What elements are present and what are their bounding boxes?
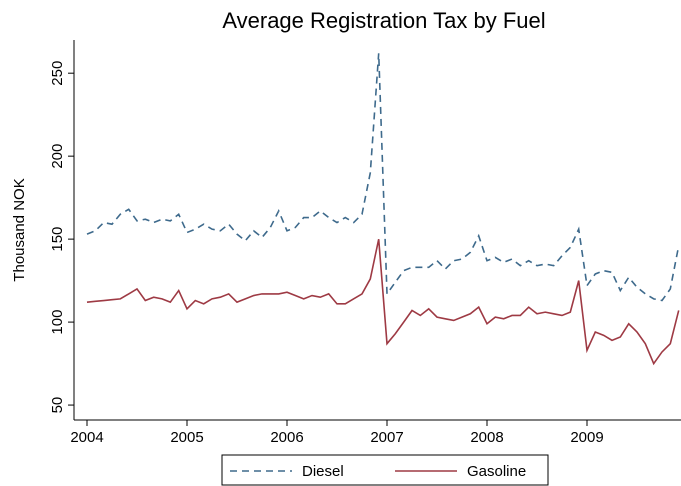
y-tick-label: 50 [49, 397, 66, 414]
y-tick-label: 250 [49, 61, 66, 86]
x-tick-label: 2005 [170, 429, 203, 446]
y-tick-label: 150 [49, 227, 66, 252]
legend-label: Gasoline [467, 463, 526, 480]
x-tick-label: 2006 [270, 429, 303, 446]
x-tick-label: 2007 [370, 429, 403, 446]
x-tick-label: 2008 [470, 429, 503, 446]
legend-box [221, 454, 549, 486]
series-line [86, 53, 680, 302]
x-tick-label: 2004 [70, 429, 103, 446]
y-tick-label: 200 [49, 144, 66, 169]
y-tick-label: 100 [49, 310, 66, 335]
y-axis-label: Thousand NOK [11, 178, 28, 281]
chart-title: Average Registration Tax by Fuel [222, 8, 545, 33]
legend-label: Diesel [302, 463, 344, 480]
series-line [86, 238, 680, 366]
x-tick-label: 2009 [570, 429, 603, 446]
